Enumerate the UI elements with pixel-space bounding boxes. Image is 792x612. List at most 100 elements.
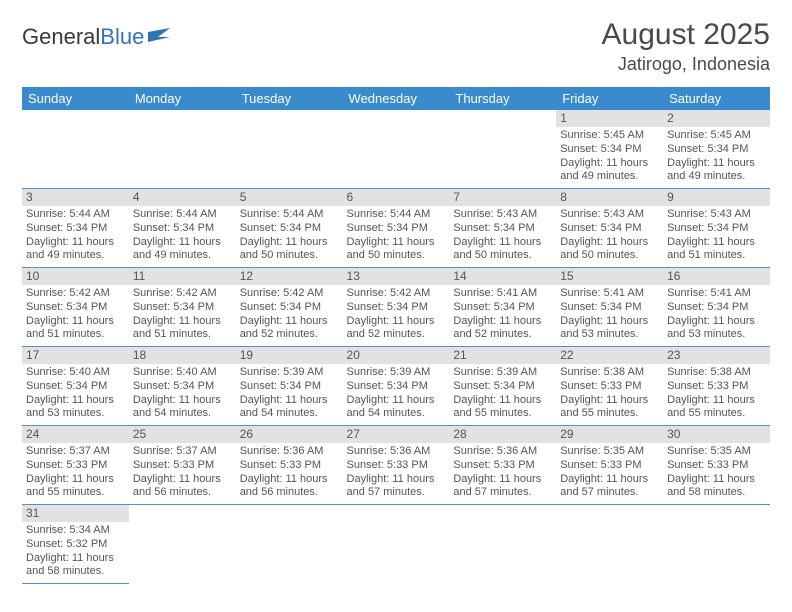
day-info-line: Daylight: 11 hours <box>453 394 552 408</box>
location: Jatirogo, Indonesia <box>602 54 770 75</box>
day-number: 12 <box>236 268 343 285</box>
day-number: 14 <box>449 268 556 285</box>
calendar-cell: 10Sunrise: 5:42 AMSunset: 5:34 PMDayligh… <box>22 268 129 347</box>
calendar-cell: 29Sunrise: 5:35 AMSunset: 5:33 PMDayligh… <box>556 426 663 505</box>
day-number: 23 <box>663 347 770 364</box>
day-number: 17 <box>22 347 129 364</box>
calendar-cell: 25Sunrise: 5:37 AMSunset: 5:33 PMDayligh… <box>129 426 236 505</box>
day-info-line: Sunrise: 5:42 AM <box>347 287 446 301</box>
day-info-line: Sunrise: 5:45 AM <box>560 129 659 143</box>
day-info-line: Daylight: 11 hours <box>667 394 766 408</box>
day-number: 22 <box>556 347 663 364</box>
day-number: 13 <box>343 268 450 285</box>
calendar-cell <box>449 505 556 584</box>
day-info-line: and 55 minutes. <box>560 407 659 421</box>
day-number: 6 <box>343 189 450 206</box>
day-info-line: and 51 minutes. <box>133 328 232 342</box>
day-info-line: Daylight: 11 hours <box>240 473 339 487</box>
day-info-line: Sunset: 5:34 PM <box>453 222 552 236</box>
day-info-line: Sunset: 5:33 PM <box>560 380 659 394</box>
calendar-cell: 12Sunrise: 5:42 AMSunset: 5:34 PMDayligh… <box>236 268 343 347</box>
calendar-cell: 1Sunrise: 5:45 AMSunset: 5:34 PMDaylight… <box>556 110 663 189</box>
day-info-line: Daylight: 11 hours <box>560 315 659 329</box>
day-info-line: and 54 minutes. <box>347 407 446 421</box>
day-info-line: Sunrise: 5:45 AM <box>667 129 766 143</box>
day-info-line: Sunset: 5:34 PM <box>26 222 125 236</box>
day-info-line: Daylight: 11 hours <box>453 236 552 250</box>
day-info-line: Sunrise: 5:42 AM <box>133 287 232 301</box>
day-number: 3 <box>22 189 129 206</box>
day-info-line: Daylight: 11 hours <box>560 157 659 171</box>
day-info-line: Sunset: 5:33 PM <box>133 459 232 473</box>
calendar-cell: 21Sunrise: 5:39 AMSunset: 5:34 PMDayligh… <box>449 347 556 426</box>
day-info-line: and 50 minutes. <box>453 249 552 263</box>
day-number: 4 <box>129 189 236 206</box>
day-info-line: Sunrise: 5:37 AM <box>26 445 125 459</box>
calendar-cell <box>129 505 236 584</box>
day-info-line: Daylight: 11 hours <box>347 236 446 250</box>
day-info-line: and 52 minutes. <box>453 328 552 342</box>
day-info-line: Daylight: 11 hours <box>453 315 552 329</box>
calendar-table: SundayMondayTuesdayWednesdayThursdayFrid… <box>22 87 770 584</box>
calendar-row: 24Sunrise: 5:37 AMSunset: 5:33 PMDayligh… <box>22 426 770 505</box>
day-info-line: Sunrise: 5:40 AM <box>133 366 232 380</box>
day-info-line: and 54 minutes. <box>133 407 232 421</box>
day-info-line: Sunrise: 5:42 AM <box>26 287 125 301</box>
calendar-cell: 7Sunrise: 5:43 AMSunset: 5:34 PMDaylight… <box>449 189 556 268</box>
calendar-cell: 26Sunrise: 5:36 AMSunset: 5:33 PMDayligh… <box>236 426 343 505</box>
day-info-line: Daylight: 11 hours <box>347 394 446 408</box>
day-info-line: Sunrise: 5:41 AM <box>667 287 766 301</box>
calendar-cell: 11Sunrise: 5:42 AMSunset: 5:34 PMDayligh… <box>129 268 236 347</box>
calendar-cell: 28Sunrise: 5:36 AMSunset: 5:33 PMDayligh… <box>449 426 556 505</box>
day-info-line: Sunset: 5:34 PM <box>560 301 659 315</box>
day-info-line: Sunrise: 5:41 AM <box>453 287 552 301</box>
day-info-line: Daylight: 11 hours <box>667 236 766 250</box>
calendar-cell: 30Sunrise: 5:35 AMSunset: 5:33 PMDayligh… <box>663 426 770 505</box>
calendar-cell: 2Sunrise: 5:45 AMSunset: 5:34 PMDaylight… <box>663 110 770 189</box>
day-info-line: and 58 minutes. <box>667 486 766 500</box>
day-info-line: Sunrise: 5:44 AM <box>26 208 125 222</box>
day-info-line: Sunrise: 5:42 AM <box>240 287 339 301</box>
day-info-line: Sunset: 5:33 PM <box>453 459 552 473</box>
calendar-body: 1Sunrise: 5:45 AMSunset: 5:34 PMDaylight… <box>22 110 770 584</box>
calendar-cell: 24Sunrise: 5:37 AMSunset: 5:33 PMDayligh… <box>22 426 129 505</box>
calendar-cell: 18Sunrise: 5:40 AMSunset: 5:34 PMDayligh… <box>129 347 236 426</box>
day-info-line: Sunrise: 5:36 AM <box>240 445 339 459</box>
day-number: 9 <box>663 189 770 206</box>
day-number: 31 <box>22 505 129 522</box>
day-info-line: and 49 minutes. <box>26 249 125 263</box>
day-info-line: Daylight: 11 hours <box>26 473 125 487</box>
day-number: 20 <box>343 347 450 364</box>
day-number: 30 <box>663 426 770 443</box>
day-info-line: and 50 minutes. <box>560 249 659 263</box>
day-number: 5 <box>236 189 343 206</box>
calendar-cell <box>236 505 343 584</box>
calendar-cell: 20Sunrise: 5:39 AMSunset: 5:34 PMDayligh… <box>343 347 450 426</box>
day-info-line: Sunset: 5:33 PM <box>26 459 125 473</box>
day-info-line: Sunrise: 5:44 AM <box>133 208 232 222</box>
day-number: 29 <box>556 426 663 443</box>
day-info-line: Sunset: 5:34 PM <box>240 301 339 315</box>
calendar-cell: 5Sunrise: 5:44 AMSunset: 5:34 PMDaylight… <box>236 189 343 268</box>
calendar-cell: 4Sunrise: 5:44 AMSunset: 5:34 PMDaylight… <box>129 189 236 268</box>
day-info-line: and 51 minutes. <box>26 328 125 342</box>
day-info-line: Daylight: 11 hours <box>133 473 232 487</box>
logo-flag-icon <box>148 28 174 46</box>
day-info-line: Sunrise: 5:43 AM <box>667 208 766 222</box>
day-number: 16 <box>663 268 770 285</box>
day-info-line: and 52 minutes. <box>347 328 446 342</box>
day-info-line: Daylight: 11 hours <box>133 394 232 408</box>
day-info-line: and 57 minutes. <box>453 486 552 500</box>
day-info-line: and 51 minutes. <box>667 249 766 263</box>
day-info-line: Sunset: 5:34 PM <box>667 143 766 157</box>
day-info-line: Sunset: 5:34 PM <box>560 143 659 157</box>
day-info-line: Daylight: 11 hours <box>347 315 446 329</box>
day-info-line: and 56 minutes. <box>240 486 339 500</box>
day-info-line: Sunrise: 5:43 AM <box>560 208 659 222</box>
day-info-line: Sunrise: 5:39 AM <box>240 366 339 380</box>
calendar-head: SundayMondayTuesdayWednesdayThursdayFrid… <box>22 87 770 110</box>
day-info-line: Sunset: 5:34 PM <box>133 222 232 236</box>
day-info-line: Sunrise: 5:34 AM <box>26 524 125 538</box>
day-info-line: Daylight: 11 hours <box>560 473 659 487</box>
day-header: Friday <box>556 87 663 110</box>
